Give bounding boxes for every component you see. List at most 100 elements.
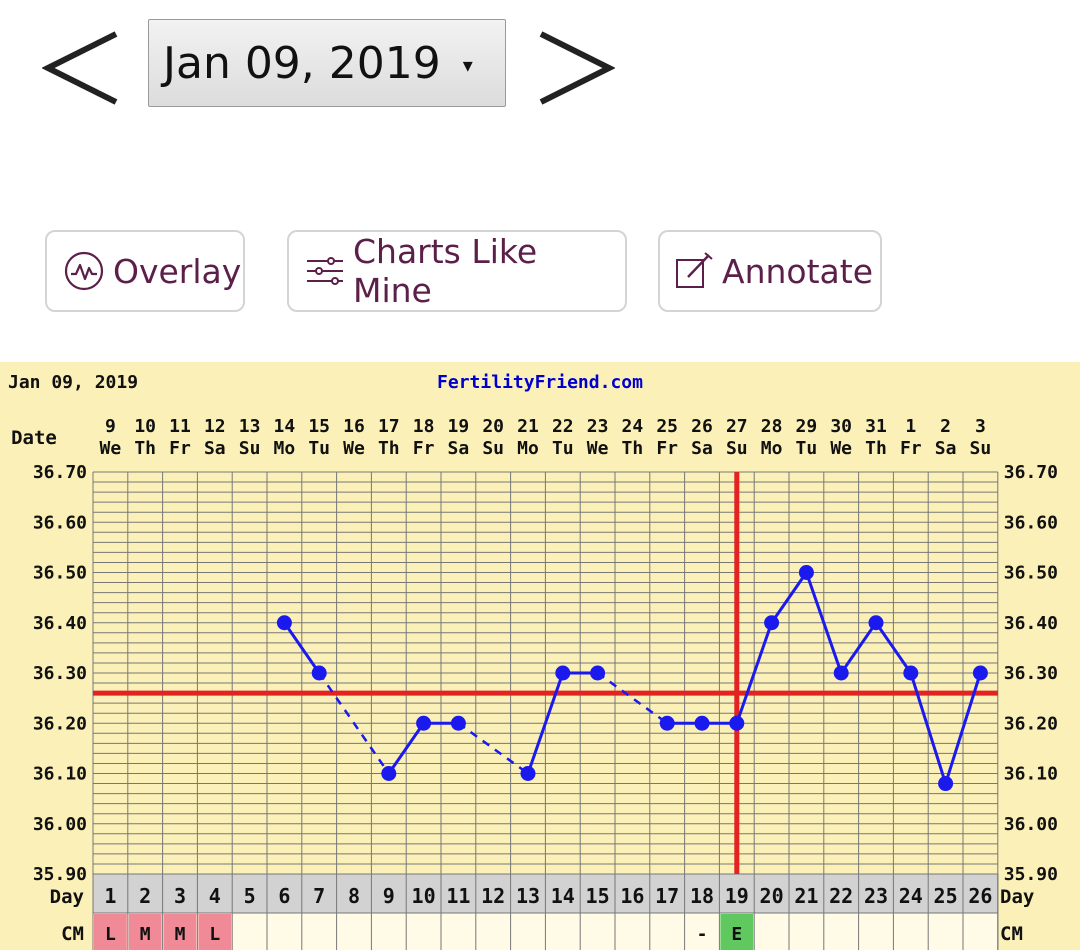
cycle-day-label: 19 <box>725 884 749 908</box>
y-tick-label-left: 36.30 <box>33 663 87 684</box>
cycle-day-label: 7 <box>313 884 325 908</box>
weekday-label: Su <box>970 438 992 459</box>
date-label: 15 <box>308 416 330 437</box>
temperature-line <box>944 672 982 785</box>
temperature-line-dashed <box>318 672 390 775</box>
weekday-label: Sa <box>691 438 713 459</box>
sliders-icon <box>305 255 345 287</box>
date-label: 3 <box>975 416 986 437</box>
y-tick-label-left: 36.60 <box>33 512 87 533</box>
chart-header-date: Jan 09, 2019 <box>8 372 138 393</box>
bbt-chart: Jan 09, 2019 FertilityFriend.com Date Da… <box>0 362 1080 950</box>
temperature-point <box>833 665 849 681</box>
chart-grid <box>92 471 999 950</box>
date-label: 14 <box>274 416 296 437</box>
date-label: 24 <box>622 416 644 437</box>
next-date-button[interactable] <box>535 28 615 108</box>
weekday-label: Su <box>482 438 504 459</box>
weekday-label: We <box>830 438 852 459</box>
temperature-point <box>520 766 536 781</box>
y-tick-label-right: 36.60 <box>1004 512 1058 533</box>
date-label: 16 <box>343 416 365 437</box>
cycle-day-label: 16 <box>620 884 644 908</box>
weekday-label: Fr <box>900 438 922 459</box>
y-tick-label-right: 36.30 <box>1004 663 1058 684</box>
temperature-point <box>903 665 919 681</box>
y-tick-label-left: 36.40 <box>33 613 87 634</box>
temperature-point <box>311 665 327 681</box>
temperature-line <box>909 672 948 785</box>
weekday-label: Mo <box>274 438 296 459</box>
annotate-button[interactable]: Annotate <box>658 230 882 312</box>
temperature-point <box>659 715 675 731</box>
temperature-point <box>764 615 780 631</box>
cycle-day-label: 26 <box>968 884 992 908</box>
temperature-line <box>735 622 774 724</box>
temperature-line <box>283 621 321 674</box>
cycle-day-label: 17 <box>655 884 679 908</box>
cycle-day-label: 9 <box>383 884 395 908</box>
cm-label: M <box>140 924 151 945</box>
cm-row-label-right: CM <box>1000 923 1023 945</box>
weekday-label: Tu <box>552 438 574 459</box>
date-label: 28 <box>761 416 783 437</box>
weekday-label: Th <box>622 438 644 459</box>
cm-row-label: CM <box>61 923 84 945</box>
charts-like-mine-label: Charts Like Mine <box>353 232 538 310</box>
prev-date-button[interactable] <box>42 28 122 108</box>
date-selector[interactable]: Jan 09, 2019 ▾ <box>148 19 506 107</box>
y-tick-label-right: 36.50 <box>1004 563 1058 584</box>
temperature-point <box>729 715 745 731</box>
chevron-left-icon <box>42 31 118 105</box>
y-tick-label-right: 35.90 <box>1004 864 1058 885</box>
weekday-label: Fr <box>169 438 191 459</box>
date-label: 1 <box>905 416 916 437</box>
temperature-point <box>694 715 710 731</box>
date-label: 21 <box>517 416 539 437</box>
cm-label: M <box>175 924 186 945</box>
weekday-label: Sa <box>448 438 470 459</box>
date-label: 29 <box>796 416 818 437</box>
cycle-day-label: 10 <box>412 884 436 908</box>
temperature-line <box>526 672 565 774</box>
weekday-label: Tu <box>796 438 818 459</box>
y-tick-label-left: 36.70 <box>33 462 87 483</box>
cm-label: - <box>697 924 708 945</box>
weekday-label: Th <box>378 438 400 459</box>
chart-brand: FertilityFriend.com <box>437 372 643 393</box>
weekday-label: Fr <box>413 438 435 459</box>
cycle-day-label: 25 <box>934 884 958 908</box>
cycle-day-label: 24 <box>899 884 923 908</box>
weekday-label: Sa <box>935 438 957 459</box>
date-label: 19 <box>448 416 470 437</box>
menstruation-cell <box>128 914 162 950</box>
date-label: 30 <box>830 416 852 437</box>
temperature-line <box>770 571 808 624</box>
edit-icon <box>674 251 714 291</box>
date-row-label: Date <box>11 427 57 449</box>
date-label: 26 <box>691 416 713 437</box>
overlay-button[interactable]: Overlay <box>45 230 245 312</box>
cm-label: L <box>105 924 116 945</box>
cycle-day-label: 14 <box>551 884 575 908</box>
cycle-day-label: 8 <box>348 884 360 908</box>
weekday-label: Th <box>134 438 156 459</box>
day-row-label: Day <box>50 886 84 908</box>
cycle-day-label: 15 <box>586 884 610 908</box>
date-label: 23 <box>587 416 609 437</box>
day-row-label-right: Day <box>1000 886 1034 908</box>
cm-label: L <box>209 924 220 945</box>
y-tick-label-left: 35.90 <box>33 864 87 885</box>
weekday-label: Sa <box>204 438 226 459</box>
weekday-label: Su <box>239 438 261 459</box>
cycle-day-label: 23 <box>864 884 888 908</box>
temperature-line <box>839 621 878 674</box>
y-tick-label-left: 36.00 <box>33 814 87 835</box>
date-label: 13 <box>239 416 261 437</box>
cycle-day-label: 1 <box>104 884 116 908</box>
temperature-point <box>972 665 988 681</box>
cycle-day-label: 20 <box>760 884 784 908</box>
charts-like-mine-button[interactable]: Charts Like Mine <box>287 230 627 312</box>
cycle-day-label: 3 <box>174 884 186 908</box>
weekday-label: Su <box>726 438 748 459</box>
